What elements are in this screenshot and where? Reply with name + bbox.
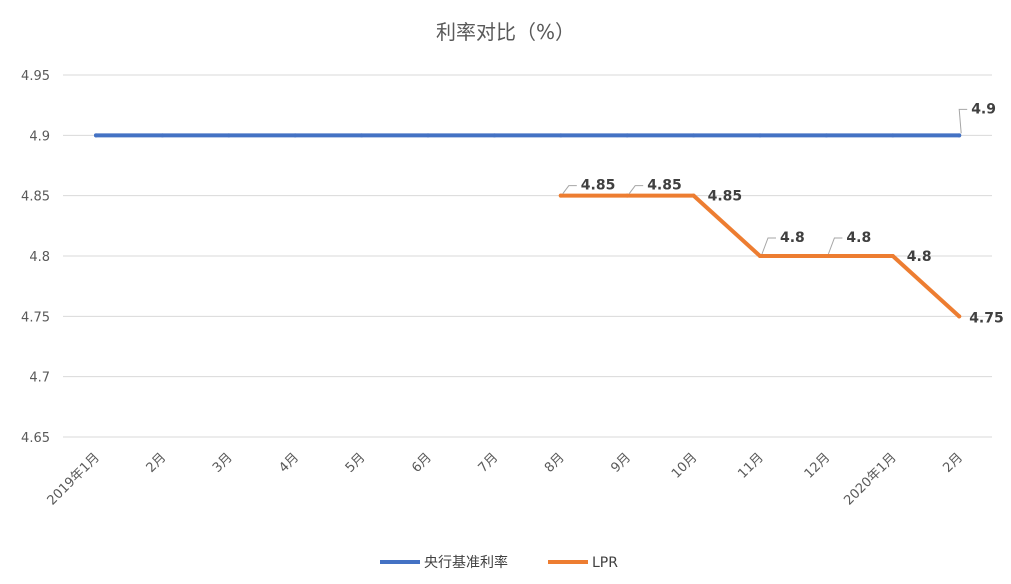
data-point bbox=[558, 133, 563, 138]
series-lines bbox=[94, 133, 962, 319]
x-tick-label: 5月 bbox=[343, 450, 369, 476]
x-tick-label: 2019年1月 bbox=[45, 450, 103, 508]
data-point bbox=[558, 193, 563, 198]
x-tick-label: 9月 bbox=[608, 450, 634, 476]
y-tick-label: 4.75 bbox=[21, 310, 50, 325]
data-point bbox=[226, 133, 231, 138]
legend: 央行基准利率 LPR bbox=[380, 554, 618, 571]
y-tick-label: 4.85 bbox=[21, 190, 50, 205]
data-label: 4.85 bbox=[708, 189, 743, 205]
x-tick-label: 2020年1月 bbox=[841, 450, 899, 508]
x-tick-label: 6月 bbox=[409, 450, 435, 476]
data-point bbox=[691, 193, 696, 198]
x-tick-label: 2月 bbox=[940, 450, 966, 476]
data-point bbox=[824, 254, 829, 258]
y-tick-label: 4.65 bbox=[21, 431, 50, 446]
data-point bbox=[890, 133, 895, 138]
data-label: 4.9 bbox=[971, 101, 996, 117]
x-tick-label: 7月 bbox=[476, 450, 502, 476]
label-leader-line bbox=[827, 237, 843, 255]
data-point bbox=[957, 314, 962, 319]
data-point bbox=[957, 133, 962, 138]
data-point bbox=[94, 133, 98, 138]
x-tick-label: 3月 bbox=[210, 450, 236, 476]
x-tick-label: 4月 bbox=[276, 450, 302, 476]
data-label: 4.8 bbox=[780, 230, 805, 246]
data-point bbox=[160, 133, 165, 138]
data-point bbox=[426, 133, 430, 138]
data-point bbox=[758, 254, 762, 258]
data-point bbox=[293, 133, 298, 138]
x-tick-label: 8月 bbox=[542, 450, 568, 476]
y-tick-label: 4.8 bbox=[29, 250, 50, 265]
data-label: 4.75 bbox=[969, 310, 1004, 326]
data-point bbox=[758, 133, 762, 138]
data-point bbox=[625, 193, 630, 198]
y-tick-label: 4.95 bbox=[21, 69, 50, 84]
x-tick-label: 12月 bbox=[802, 450, 833, 481]
data-label: 4.8 bbox=[846, 230, 871, 246]
data-label: 4.8 bbox=[907, 249, 932, 265]
data-point bbox=[492, 133, 497, 138]
data-point bbox=[625, 133, 630, 138]
label-leader-line bbox=[562, 185, 577, 194]
data-point bbox=[691, 133, 696, 138]
data-labels: 4.9 4.85 4.85 4.85 4.8 4.8 4.8 4.75 bbox=[562, 101, 1004, 326]
y-tick-label: 4.9 bbox=[29, 129, 50, 144]
data-label: 4.85 bbox=[647, 178, 682, 194]
legend-label: 央行基准利率 bbox=[424, 554, 508, 571]
y-axis-ticks: 4.65 4.7 4.75 4.8 4.85 4.9 4.95 bbox=[21, 69, 50, 446]
data-label: 4.85 bbox=[581, 178, 616, 194]
legend-label: LPR bbox=[592, 555, 618, 571]
data-point bbox=[824, 133, 829, 138]
x-axis-ticks: 2019年1月 2月 3月 4月 5月 6月 7月 8月 9月 10月 11月 12月 2020年1月 2… bbox=[45, 450, 966, 508]
label-leader-line bbox=[761, 237, 776, 255]
label-leader-line bbox=[958, 108, 968, 134]
x-tick-label: 2月 bbox=[144, 450, 170, 476]
y-tick-label: 4.7 bbox=[29, 371, 50, 386]
chart-title: 利率对比（%） bbox=[435, 20, 575, 44]
label-leader-line bbox=[628, 185, 644, 194]
x-tick-label: 10月 bbox=[669, 450, 700, 481]
data-point bbox=[890, 254, 895, 258]
x-tick-label: 11月 bbox=[735, 450, 766, 481]
data-point bbox=[359, 133, 364, 138]
